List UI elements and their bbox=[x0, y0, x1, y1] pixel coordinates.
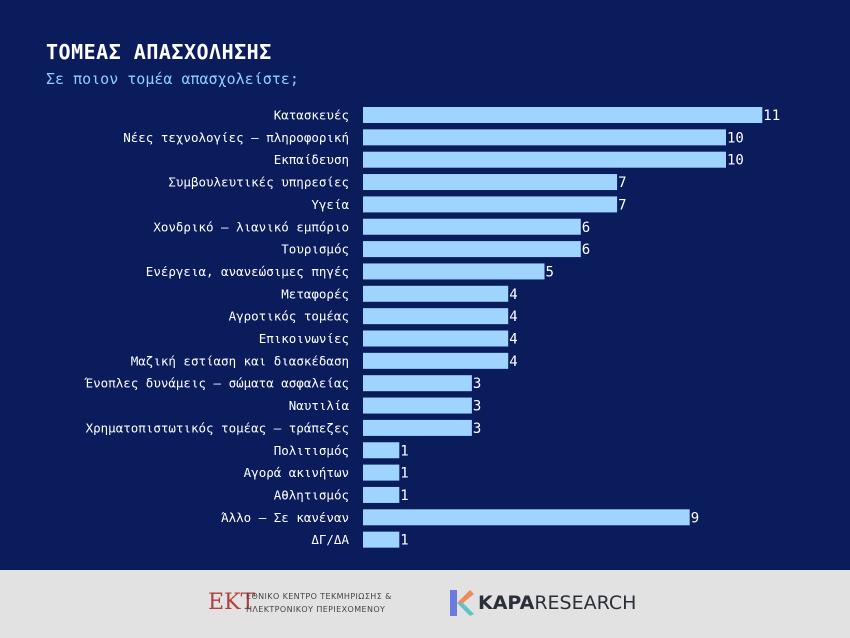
bar bbox=[363, 218, 581, 235]
bar-value-label: 1 bbox=[400, 488, 408, 504]
category-label: Ένοπλες δυνάμεις – σώματα ασφαλείας bbox=[84, 376, 349, 391]
chart-panel bbox=[0, 0, 850, 570]
bar bbox=[363, 330, 509, 347]
kapa-research-logo: KAPARESEARCH bbox=[478, 592, 636, 614]
bar-value-label: 4 bbox=[509, 354, 517, 370]
bar-value-label: 5 bbox=[546, 264, 554, 280]
bar bbox=[363, 174, 618, 191]
ekt-logo: ΕΚΤ bbox=[208, 590, 256, 615]
category-label: Εκπαίδευση bbox=[274, 152, 349, 167]
bar bbox=[363, 531, 400, 548]
category-label: Νέες τεχνολογίες – πληροφορική bbox=[123, 130, 349, 145]
bar bbox=[363, 509, 690, 526]
category-label: Τουρισμός bbox=[281, 242, 349, 257]
bar bbox=[363, 129, 726, 146]
kapa-word: KAPA bbox=[478, 592, 535, 614]
bar bbox=[363, 464, 400, 481]
category-label: Κατασκευές bbox=[274, 108, 349, 123]
bar-value-label: 7 bbox=[618, 197, 626, 213]
bar-value-label: 3 bbox=[473, 376, 481, 392]
bar-value-label: 1 bbox=[400, 533, 408, 549]
bar bbox=[363, 285, 509, 302]
bar-value-label: 4 bbox=[509, 309, 517, 325]
category-label: Χρηματοπιστωτικός τομέας – τράπεζες bbox=[86, 420, 349, 435]
bar-value-label: 6 bbox=[582, 220, 590, 236]
category-label: Αθλητισμός bbox=[274, 487, 349, 502]
bar-value-label: 7 bbox=[618, 175, 626, 191]
category-label: ΔΓ/ΔΑ bbox=[311, 532, 349, 547]
bar bbox=[363, 419, 472, 436]
bar-value-label: 1 bbox=[400, 443, 408, 459]
category-label: Μεταφορές bbox=[281, 286, 349, 301]
bar-value-label: 10 bbox=[727, 130, 744, 146]
bar bbox=[363, 375, 472, 392]
bar-value-label: 1 bbox=[400, 466, 408, 482]
bar bbox=[363, 352, 509, 369]
bar bbox=[363, 151, 726, 168]
ekt-name-line1: ΕΘΝΙΚΟ ΚΕΝΤΡΟ ΤΕΚΜΗΡΙΩΣΗΣ & bbox=[246, 592, 392, 601]
bar-value-label: 4 bbox=[509, 287, 517, 303]
category-label: Ενέργεια, ανανεώσιμες πηγές bbox=[146, 264, 349, 279]
category-label: Αγροτικός τομέας bbox=[229, 309, 349, 324]
category-label: Ναυτιλία bbox=[289, 398, 350, 413]
bar-value-label: 10 bbox=[727, 153, 744, 169]
category-label: Άλλο – Σε κανέναν bbox=[221, 510, 349, 525]
category-label: Επικοινωνίες bbox=[259, 331, 349, 346]
bar-value-label: 3 bbox=[473, 421, 481, 437]
bar bbox=[363, 397, 472, 414]
bar bbox=[363, 442, 400, 459]
bar-value-label: 6 bbox=[582, 242, 590, 258]
kapa-logo-icon bbox=[450, 590, 474, 616]
bar bbox=[363, 196, 618, 213]
bar bbox=[363, 486, 400, 503]
bar bbox=[363, 263, 545, 280]
bar bbox=[363, 308, 509, 325]
bar bbox=[363, 241, 581, 258]
category-label: Πολιτισμός bbox=[274, 443, 349, 458]
bar-value-label: 4 bbox=[509, 332, 517, 348]
research-word: RESEARCH bbox=[534, 592, 637, 614]
category-label: Χονδρικό – λιανικό εμπόριο bbox=[153, 219, 349, 234]
bar-value-label: 9 bbox=[691, 510, 699, 526]
category-label: Υγεία bbox=[311, 197, 349, 212]
footer-bar bbox=[0, 570, 850, 638]
ekt-name-line2: ΗΛΕΚΤΡΟΝΙΚΟΥ ΠΕΡΙΕΧΟΜΕΝΟΥ bbox=[246, 605, 386, 614]
bar-value-label: 11 bbox=[763, 108, 780, 124]
chart-title: ΤΟΜΕΑΣ ΑΠΑΣΧΟΛΗΣΗΣ bbox=[46, 40, 272, 64]
category-label: Συμβουλευτικές υπηρεσίες bbox=[168, 175, 349, 190]
bar-value-label: 3 bbox=[473, 399, 481, 415]
category-label: Αγορά ακινήτων bbox=[244, 465, 349, 480]
category-label: Μαζική εστίαση και διασκέδαση bbox=[131, 353, 349, 368]
bar bbox=[363, 107, 763, 123]
chart-subtitle: Σε ποιον τομέα απασχολείστε; bbox=[46, 70, 299, 88]
